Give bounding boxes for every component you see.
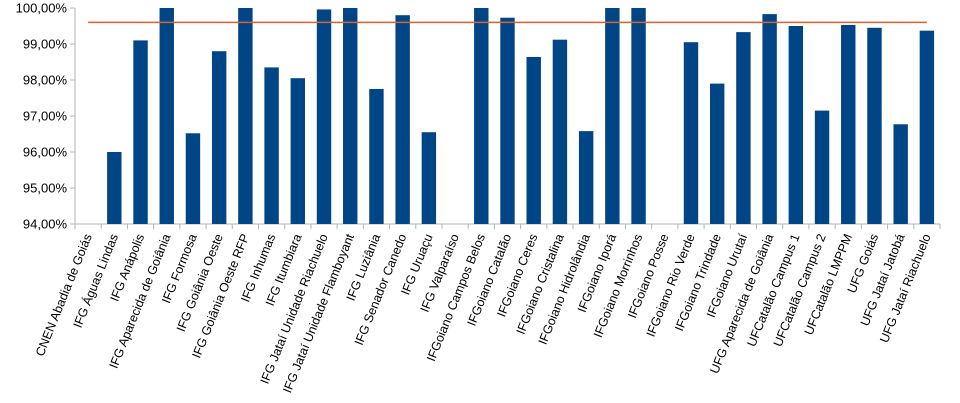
bar (841, 24, 856, 225)
bar (238, 8, 253, 224)
bar (185, 133, 201, 224)
bar (500, 17, 515, 224)
bar (107, 152, 122, 224)
bar (736, 32, 751, 225)
bar (762, 14, 777, 225)
bar (814, 110, 830, 224)
bar (683, 42, 699, 225)
y-axis-tick-labels: 94,00% 95,00% 96,00% 97,00% 98,00% 99,00% 100,… (16, 1, 68, 232)
bar (316, 9, 332, 224)
y-tick-label: 95,00% (23, 181, 68, 196)
bar (421, 132, 437, 224)
y-tick-label: 96,00% (23, 145, 68, 160)
y-tick-label: 97,00% (23, 109, 68, 124)
bar (290, 78, 306, 224)
bar (867, 27, 882, 224)
bar (788, 26, 804, 224)
bar (211, 51, 227, 225)
bar (709, 83, 725, 224)
bar (526, 56, 541, 225)
bar (893, 124, 908, 224)
bar (631, 8, 646, 224)
bar (578, 131, 594, 224)
y-tick-label: 99,00% (23, 37, 68, 52)
y-tick-label: 94,00% (23, 217, 68, 232)
y-tick-label: 98,00% (23, 73, 68, 88)
bar (159, 8, 174, 224)
bar (605, 8, 620, 224)
bars (107, 8, 935, 225)
bar (395, 15, 410, 225)
bar (474, 8, 489, 224)
bar (133, 40, 148, 225)
bar (919, 30, 935, 225)
bar (264, 67, 279, 225)
bar (369, 89, 384, 224)
y-tick-label: 100,00% (16, 1, 68, 16)
bar (343, 8, 358, 224)
bar (552, 39, 568, 225)
